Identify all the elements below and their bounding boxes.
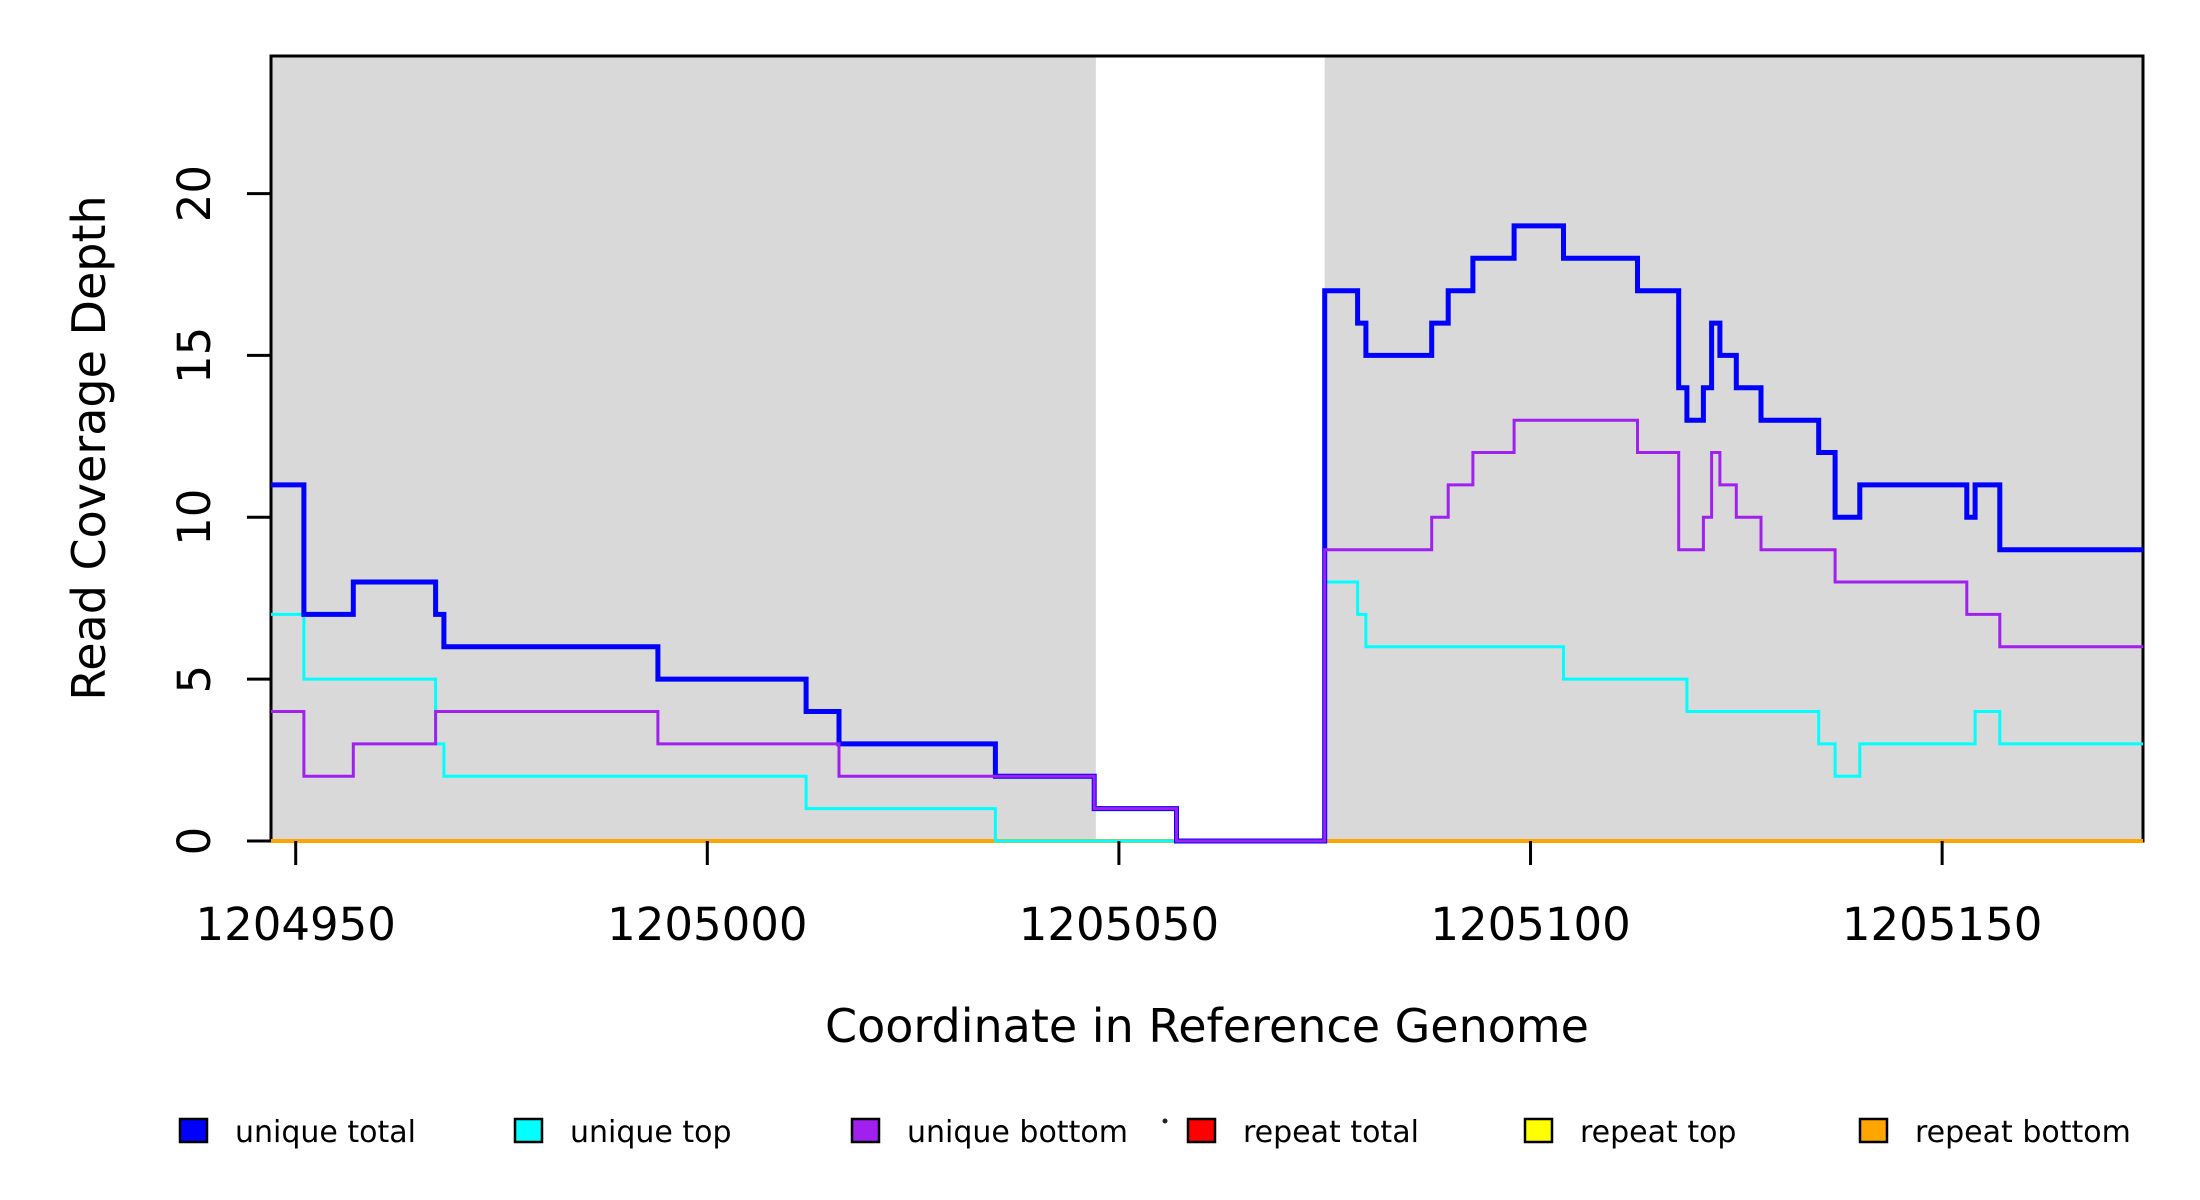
y-tick-label: 0: [168, 827, 221, 856]
legend-item-unique-bottom: unique bottom: [850, 1115, 1128, 1150]
legend-label: unique bottom: [907, 1115, 1128, 1150]
y-tick-label: 5: [168, 665, 221, 694]
series-line-unique-bottom: [271, 418, 2143, 843]
legend-swatch-repeat-total: [1186, 1117, 1217, 1144]
y-axis-title: Read Coverage Depth: [62, 195, 116, 700]
y-tick-label: 10: [168, 489, 221, 546]
series-line-unique-top: [271, 580, 2143, 843]
legend-artifact-dot: [1162, 1118, 1168, 1124]
y-tick-label: 20: [168, 165, 221, 222]
legend-item-unique-top: unique top: [513, 1115, 732, 1150]
alignable-region-shading: [271, 56, 1096, 841]
x-tick-label: 1204950: [195, 898, 395, 951]
legend-label: repeat bottom: [1915, 1115, 2131, 1150]
legend: unique total unique top unique bottom repea…: [178, 1115, 2131, 1150]
legend-swatch-repeat-bottom: [1858, 1117, 1889, 1144]
x-tick-label: 1205050: [1019, 898, 1219, 951]
x-axis-title: Coordinate in Reference Genome: [825, 999, 1589, 1053]
x-tick-label: 1205150: [1842, 898, 2042, 951]
legend-label: unique total: [235, 1115, 416, 1150]
legend-label: repeat top: [1580, 1115, 1736, 1150]
alignable-region-shading: [1324, 56, 2143, 841]
shaded-regions-layer: [271, 56, 2143, 841]
x-tick-label: 1205000: [607, 898, 807, 951]
legend-item-unique-total: unique total: [178, 1115, 416, 1150]
legend-swatch-unique-total: [178, 1117, 209, 1144]
y-tick-label: 15: [168, 327, 221, 384]
legend-item-repeat-total: repeat total: [1186, 1115, 1419, 1150]
legend-item-repeat-bottom: repeat bottom: [1858, 1115, 2131, 1150]
series-lines-layer: [271, 223, 2143, 844]
legend-swatch-unique-top: [513, 1117, 544, 1144]
x-tick-label: 1205100: [1430, 898, 1630, 951]
legend-swatch-repeat-top: [1523, 1117, 1554, 1144]
axes-layer: 1204950 1205000 1205050 1205100 1205150 0 5 10 1…: [168, 165, 2042, 951]
legend-item-repeat-top: repeat top: [1523, 1115, 1736, 1150]
legend-swatch-unique-bottom: [850, 1117, 881, 1144]
legend-label: unique top: [570, 1115, 732, 1150]
series-line-unique-total: [271, 223, 2143, 844]
legend-label: repeat total: [1243, 1115, 1419, 1150]
